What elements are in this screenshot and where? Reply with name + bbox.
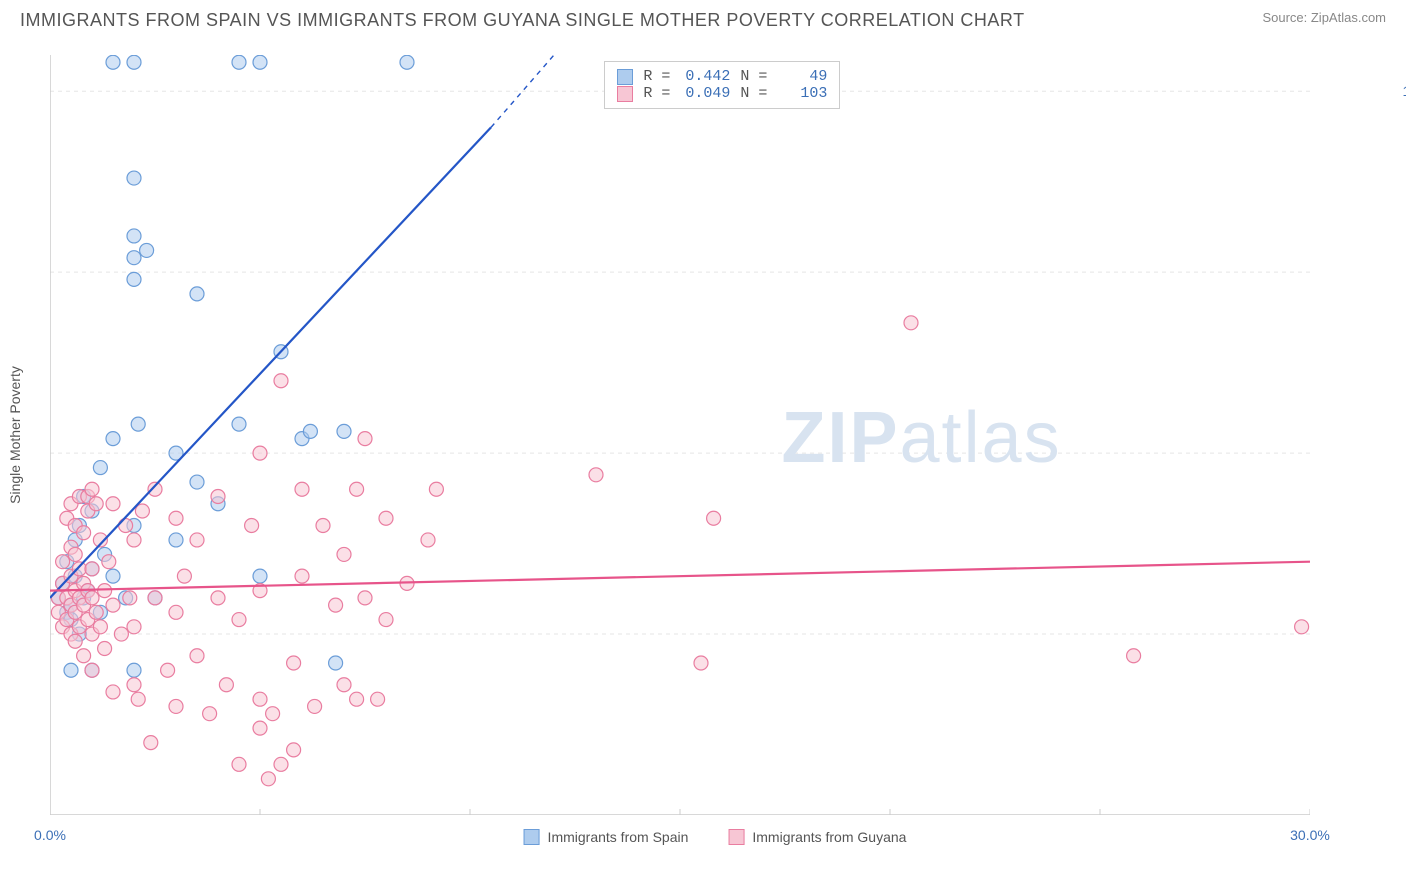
x-tick-label: 30.0%: [1290, 827, 1330, 843]
y-tick-label: 100.0%: [1403, 83, 1406, 99]
r-value: 0.442: [680, 68, 730, 85]
n-value: 49: [777, 68, 827, 85]
series-legend: Immigrants from Spain Immigrants from Guy…: [524, 829, 907, 845]
correlation-legend-box: R = 0.442 N = 49 R = 0.049 N = 103: [604, 61, 840, 109]
legend-item: Immigrants from Guyana: [728, 829, 906, 845]
chart-title: IMMIGRANTS FROM SPAIN VS IMMIGRANTS FROM…: [20, 10, 1025, 31]
legend-swatch: [617, 86, 633, 102]
legend-swatch: [617, 69, 633, 85]
x-tick-label: 0.0%: [34, 827, 66, 843]
correlation-row: R = 0.442 N = 49: [617, 68, 827, 85]
legend-label: Immigrants from Guyana: [752, 829, 906, 845]
y-axis-label: Single Mother Poverty: [7, 366, 23, 504]
r-value: 0.049: [680, 85, 730, 102]
legend-label: Immigrants from Spain: [548, 829, 689, 845]
legend-item: Immigrants from Spain: [524, 829, 689, 845]
legend-swatch: [728, 829, 744, 845]
n-label: N =: [740, 68, 767, 85]
r-label: R =: [643, 68, 670, 85]
chart-source: Source: ZipAtlas.com: [1262, 10, 1386, 25]
n-label: N =: [740, 85, 767, 102]
chart-area: Single Mother Poverty R =0.442N =49R =0.…: [50, 55, 1380, 815]
n-value: 103: [777, 85, 827, 102]
scatter-plot-svg: [50, 55, 1310, 815]
legend-swatch: [524, 829, 540, 845]
correlation-row: R = 0.049 N = 103: [617, 85, 827, 102]
r-label: R =: [643, 85, 670, 102]
